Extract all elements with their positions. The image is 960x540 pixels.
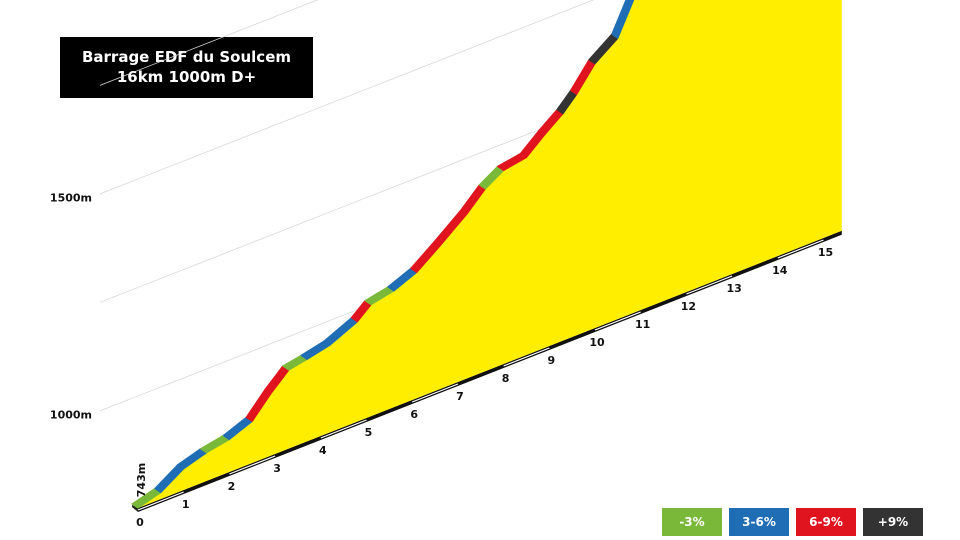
x-tick-label: 10: [589, 336, 605, 349]
start-altitude-label: 743m: [135, 463, 148, 497]
km-dash: [137, 491, 184, 511]
km-dash: [411, 383, 459, 403]
start-face: [132, 505, 138, 512]
x-tick-label: 8: [502, 372, 510, 385]
grid-line: [99, 0, 319, 86]
x-tick-label: 13: [726, 282, 741, 295]
x-tick-label: 15: [818, 246, 833, 259]
y-tick-label: 1000m: [50, 408, 92, 421]
chart-title-line-1: Barrage EDF du Soulcem: [81, 48, 292, 66]
legend-item: +9%: [863, 508, 923, 536]
x-tick-label: 14: [772, 264, 788, 277]
km-dash: [229, 455, 276, 475]
legend-item: 3-6%: [729, 508, 789, 536]
km-dash: [777, 239, 824, 259]
profile-area: [132, 0, 842, 513]
y-tick-label: 1500m: [50, 191, 92, 204]
base-strip: [138, 230, 842, 513]
x-tick-label: 2: [228, 480, 236, 493]
profile-fill: [138, 0, 842, 508]
x-tick-label: 7: [456, 390, 464, 403]
x-tick-label: 1: [182, 498, 190, 511]
grid-line: [99, 0, 595, 195]
x-tick-label: 0: [136, 516, 144, 529]
legend-item: -3%: [662, 508, 722, 536]
gradient-segments: [131, 0, 635, 509]
axis-labels: 1000m1500m743m1637m: [50, 191, 148, 497]
km-dash: [503, 347, 550, 367]
x-tick-label: 12: [681, 300, 696, 313]
x-tick-label: 5: [365, 426, 373, 439]
chart-title: Barrage EDF du Soulcem 16km 1000m D+: [60, 37, 313, 98]
x-tick-label: 4: [319, 444, 327, 457]
km-dash: [594, 311, 641, 331]
km-dash: [320, 419, 367, 439]
gradient-segment: [611, 0, 635, 39]
chart-title-line-2: 16km 1000m D+: [116, 68, 257, 86]
x-tick-label: 11: [635, 318, 650, 331]
x-tick-label: 3: [273, 462, 281, 475]
legend-item: 6-9%: [796, 508, 856, 536]
x-tick-label: 6: [410, 408, 418, 421]
x-tick-label: 9: [547, 354, 555, 367]
km-dash: [686, 275, 733, 295]
